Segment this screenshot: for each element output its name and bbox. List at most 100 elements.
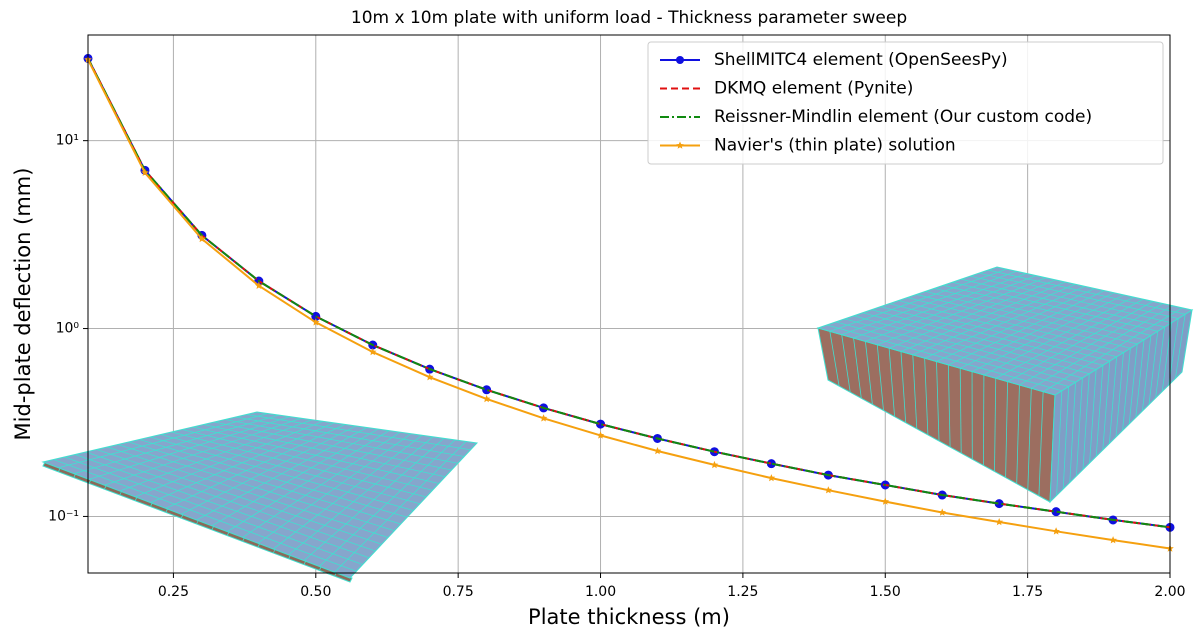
point-marker: [824, 486, 833, 494]
mesh-line: [58, 413, 269, 469]
mesh-line: [853, 337, 862, 399]
mesh-line: [288, 436, 434, 556]
point-marker: [198, 234, 206, 243]
mesh-line: [841, 270, 1017, 336]
y-tick-label: 10¹: [56, 133, 79, 149]
point-marker: [539, 414, 548, 422]
mesh-line: [1155, 326, 1165, 399]
mesh-line: [1069, 382, 1076, 483]
mesh-line: [1142, 335, 1152, 412]
mesh-line: [180, 425, 357, 515]
mesh-line: [877, 277, 1046, 346]
mesh-line: [865, 341, 873, 405]
mesh-line: [1027, 388, 1032, 490]
mesh-line: [1076, 377, 1083, 477]
mesh-line: [841, 334, 851, 393]
mesh-line: [165, 424, 346, 509]
y-tick-label: 10⁻¹: [48, 508, 79, 524]
mesh-line: [829, 268, 1007, 332]
point-marker: [1052, 527, 1060, 535]
mesh-line: [1089, 369, 1097, 464]
mesh-line: [1031, 305, 1173, 389]
mesh-line: [257, 433, 412, 544]
y-tick-label: 10⁰: [56, 321, 80, 337]
mesh-line: [888, 279, 1056, 349]
point-marker: [425, 373, 434, 381]
mesh-line: [1007, 301, 1154, 382]
point-marker: [141, 168, 149, 176]
point-marker: [938, 508, 946, 516]
mesh-line: [1102, 360, 1111, 451]
legend-label: DKMQ element (Pynite): [714, 79, 913, 99]
mesh-line: [936, 361, 940, 442]
mesh-line: [242, 431, 401, 538]
legend-label: ShellMITC4 element (OpenSeesPy): [714, 50, 1008, 70]
mesh-line: [912, 283, 1076, 356]
x-tick-label: 0.50: [300, 584, 331, 600]
mesh-line: [994, 378, 997, 472]
mesh-line: [303, 438, 445, 561]
legend-marker: [676, 141, 684, 149]
x-tick-label: 1.50: [870, 584, 901, 600]
mesh-line: [134, 420, 324, 498]
mesh-line: [983, 296, 1134, 376]
x-tick-label: 1.25: [727, 584, 758, 600]
mesh-line: [1038, 391, 1044, 496]
mesh-line: [334, 441, 467, 573]
point-marker: [482, 385, 492, 395]
plate-face: [816, 266, 1194, 396]
mesh-line: [319, 439, 456, 567]
legend-box: [647, 41, 1164, 165]
mesh-line: [1175, 314, 1186, 379]
mesh-line: [1109, 356, 1118, 444]
point-marker: [312, 318, 320, 326]
legend-label: Reissner-Mindlin element (Our custom cod…: [714, 107, 1092, 127]
plate-face-fill: [816, 266, 1194, 396]
series-line: [87, 57, 1171, 529]
mesh-line: [88, 416, 291, 480]
mesh-line: [912, 354, 918, 429]
mesh-line: [104, 417, 302, 486]
mesh-line: [1115, 352, 1124, 438]
mesh-line: [888, 348, 895, 417]
point-marker: [881, 497, 890, 505]
point-marker: [653, 447, 662, 455]
mesh-line: [924, 358, 929, 435]
mesh-line: [1135, 339, 1145, 418]
mesh-line: [947, 364, 951, 448]
plate-face: [41, 411, 479, 579]
point-marker: [368, 348, 377, 356]
mesh-line: [971, 294, 1124, 372]
x-tick-label: 0.25: [158, 584, 189, 600]
mesh-line: [73, 414, 280, 474]
mesh-line: [150, 422, 335, 503]
mesh-line: [983, 374, 985, 466]
x-axis-label: Plate thickness (m): [528, 605, 730, 629]
mesh-line: [1095, 365, 1104, 457]
mesh-line: [924, 285, 1085, 359]
series-line: [87, 59, 1171, 550]
mesh-line: [853, 273, 1027, 339]
legend-label: Navier's (thin plate) solution: [714, 136, 956, 156]
plot-frame: [87, 34, 1171, 574]
mesh-line: [1148, 331, 1159, 405]
mesh-line: [226, 430, 390, 532]
mesh-line: [876, 344, 884, 411]
mesh-line: [900, 351, 907, 423]
mesh-line: [1082, 373, 1090, 470]
mesh-line: [196, 427, 368, 521]
legend-marker: [676, 56, 684, 64]
mesh-line: [900, 281, 1066, 352]
y-axis-label: Mid-plate deflection (mm): [11, 168, 35, 441]
mesh-line: [1005, 381, 1008, 478]
x-tick-label: 1.00: [585, 584, 616, 600]
x-tick-label: 0.75: [443, 584, 474, 600]
point-marker: [596, 431, 605, 439]
mesh-line: [1056, 390, 1063, 496]
mesh-line: [1128, 343, 1138, 425]
point-marker: [995, 518, 1003, 526]
mesh-line: [1016, 384, 1020, 484]
point-marker: [710, 460, 719, 469]
